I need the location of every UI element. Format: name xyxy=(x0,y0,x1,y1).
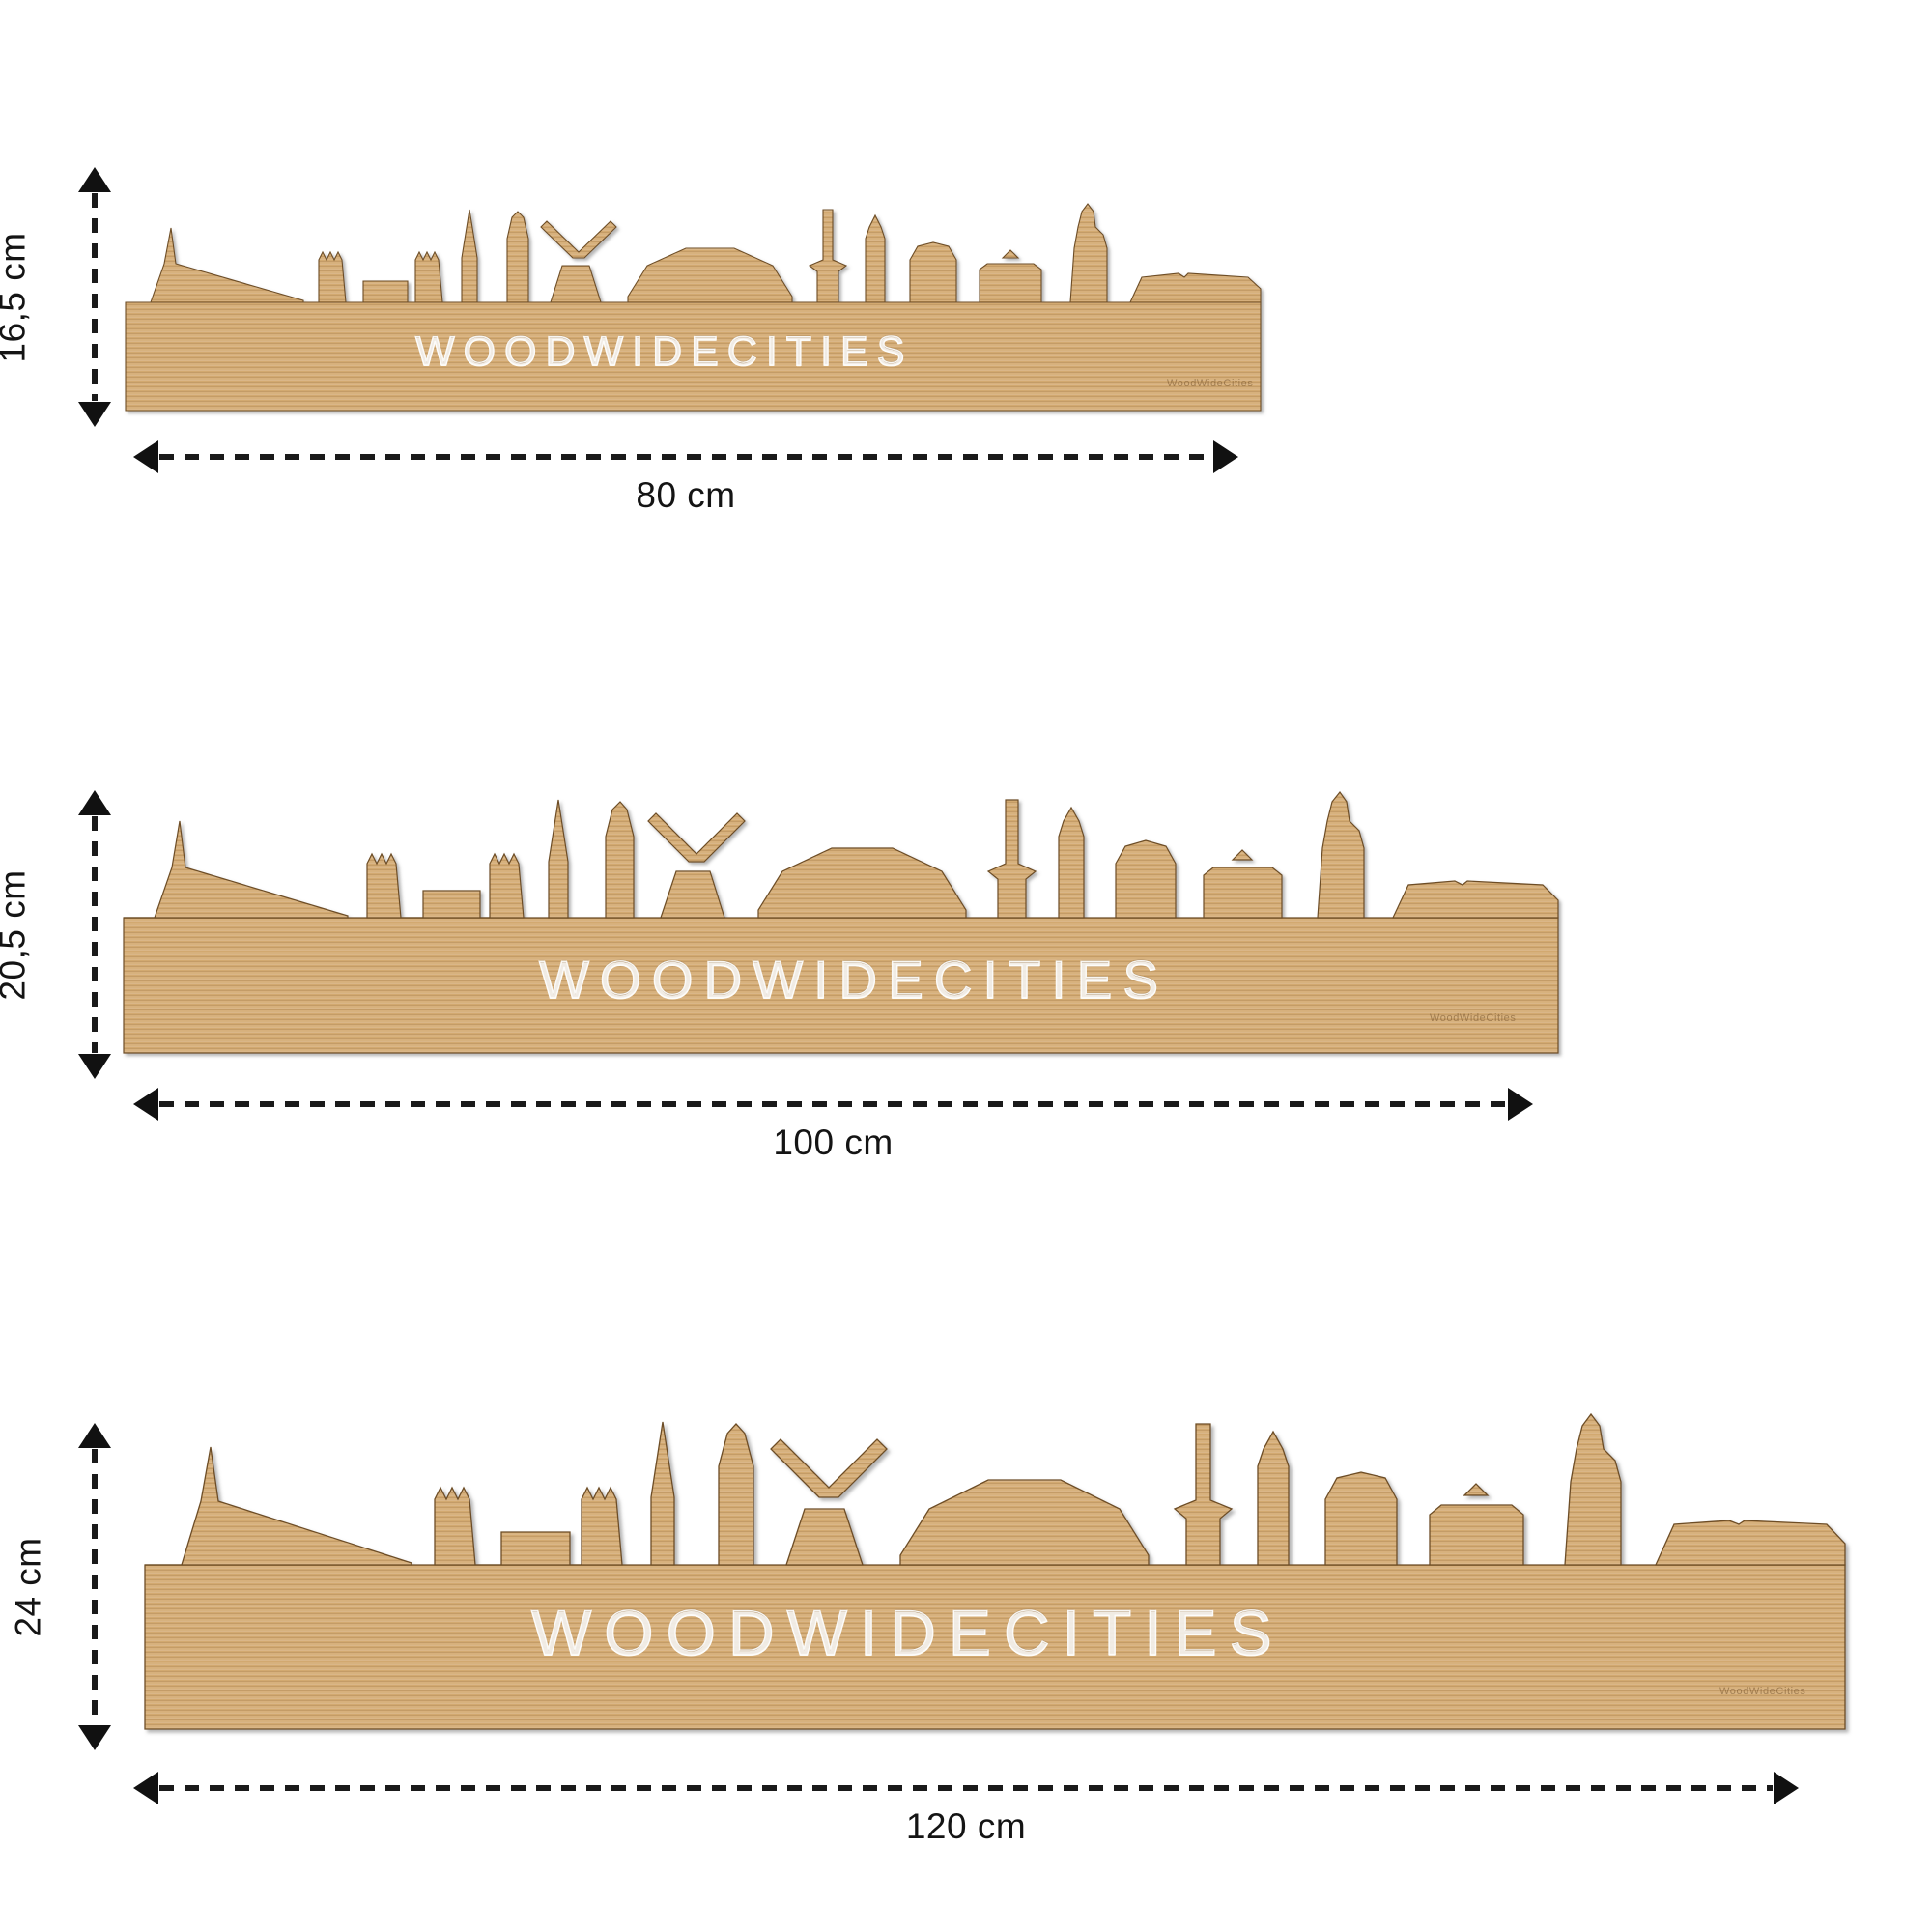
wooden-board-80: WOODWIDECITIES WoodWideCities xyxy=(125,188,1262,412)
windmill-blades xyxy=(770,1438,888,1498)
cathedral-tower xyxy=(605,801,635,919)
church-spire xyxy=(650,1421,675,1566)
arrow-up-icon xyxy=(78,167,111,192)
windmill-blades xyxy=(540,220,617,259)
erasmus-bridge xyxy=(145,1446,412,1566)
tower-bridge xyxy=(318,250,443,303)
euromast xyxy=(1173,1423,1234,1566)
width-dimension-80: 80 cm xyxy=(133,440,1238,515)
height-dimension-120: 24 cm xyxy=(8,1423,111,1750)
dimension-line xyxy=(159,1101,1507,1107)
arrow-left-icon xyxy=(133,440,158,473)
cathedral-tower xyxy=(718,1423,754,1566)
arrow-left-icon xyxy=(133,1772,158,1804)
dimension-line xyxy=(92,1449,98,1724)
skyline-board-svg-80 xyxy=(125,203,1262,412)
brandenburg-gate xyxy=(1203,849,1283,919)
brandenburg-gate xyxy=(1429,1483,1524,1566)
church-spire xyxy=(548,799,569,919)
brandenburg-gate xyxy=(979,249,1042,303)
statue-of-liberty xyxy=(1317,790,1365,919)
height-label-120: 24 cm xyxy=(8,1536,48,1637)
arrow-up-icon xyxy=(78,1423,111,1448)
big-ben xyxy=(865,213,886,303)
height-dimension-80: 16,5 cm xyxy=(0,167,111,427)
dome-building xyxy=(909,242,957,303)
width-dimension-100: 100 cm xyxy=(133,1088,1533,1162)
big-ben xyxy=(1257,1430,1290,1566)
arrow-right-icon xyxy=(1508,1088,1533,1121)
skyline-board-svg-100 xyxy=(123,790,1559,1054)
statue-of-liberty xyxy=(1564,1412,1622,1566)
height-label-100: 20,5 cm xyxy=(0,868,33,1001)
arrow-right-icon xyxy=(1774,1772,1799,1804)
width-label-80: 80 cm xyxy=(636,475,736,515)
wooden-board-100: WOODWIDECITIES WoodWideCities xyxy=(123,773,1559,1054)
skyline-board-svg-120 xyxy=(144,1412,1846,1730)
dome-building xyxy=(1115,839,1177,919)
euromast xyxy=(986,799,1037,919)
windmill xyxy=(660,870,725,919)
width-label-100: 100 cm xyxy=(773,1122,894,1162)
dome-building xyxy=(1324,1471,1398,1566)
height-dimension-100: 20,5 cm xyxy=(0,790,111,1079)
wooden-board-120: WOODWIDECITIES WoodWideCities xyxy=(144,1391,1846,1730)
tower-bridge xyxy=(434,1486,623,1566)
dimension-line xyxy=(92,816,98,1053)
arrow-right-icon xyxy=(1213,440,1238,473)
erasmus-bridge xyxy=(124,820,349,919)
dimension-line xyxy=(159,454,1212,460)
windmill xyxy=(550,265,602,303)
cruise-ship xyxy=(1129,272,1262,303)
church-spire xyxy=(461,209,478,303)
windmill xyxy=(785,1508,864,1566)
arrow-up-icon xyxy=(78,790,111,815)
cathedral-tower xyxy=(506,211,529,303)
width-dimension-120: 120 cm xyxy=(133,1772,1799,1846)
windmill-blades xyxy=(647,812,746,863)
height-label-80: 16,5 cm xyxy=(0,231,33,363)
cruise-ship xyxy=(1392,880,1559,919)
arrow-down-icon xyxy=(78,1725,111,1750)
arch-bridge xyxy=(627,247,793,303)
dimension-line xyxy=(92,193,98,401)
arch-bridge xyxy=(899,1479,1150,1566)
arrow-down-icon xyxy=(78,1054,111,1079)
width-label-120: 120 cm xyxy=(905,1806,1027,1846)
tower-bridge xyxy=(366,852,525,919)
dimension-line xyxy=(159,1785,1773,1791)
erasmus-bridge xyxy=(126,227,304,303)
board-base xyxy=(123,917,1559,1054)
board-base xyxy=(144,1564,1846,1730)
cruise-ship xyxy=(1654,1520,1846,1566)
board-base xyxy=(125,301,1262,412)
statue-of-liberty xyxy=(1069,203,1108,303)
arrow-down-icon xyxy=(78,402,111,427)
big-ben xyxy=(1058,806,1085,919)
euromast xyxy=(808,209,848,303)
arch-bridge xyxy=(757,847,967,919)
arrow-left-icon xyxy=(133,1088,158,1121)
